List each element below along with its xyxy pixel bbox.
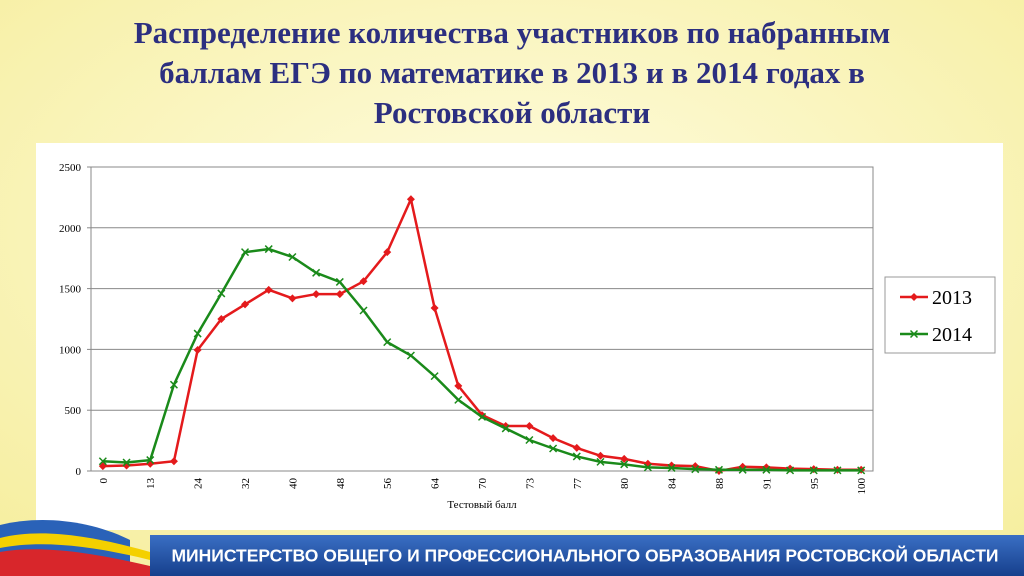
data-point [288, 252, 297, 262]
y-tick-label: 1500 [59, 284, 82, 296]
x-tick-label: 84 [667, 478, 679, 490]
data-point [620, 454, 629, 463]
x-tick-label: 88 [714, 478, 726, 490]
y-tick-label: 1000 [59, 344, 82, 356]
data-point [643, 463, 652, 472]
data-point [240, 248, 250, 257]
data-point [809, 466, 818, 475]
data-point [98, 457, 107, 466]
data-point [312, 268, 321, 277]
title-line: Распределение количества участников по н… [134, 15, 891, 50]
flag-yellow [0, 533, 150, 560]
data-point [714, 465, 724, 474]
data-point [406, 195, 415, 204]
x-tick-label: 0 [98, 478, 110, 484]
data-point [549, 444, 558, 453]
data-point [596, 451, 605, 460]
title-line: Ростовской области [374, 95, 651, 130]
data-point [454, 395, 463, 404]
data-point [549, 434, 558, 443]
x-tick-label: 70 [477, 478, 489, 490]
x-tick-label: 73 [524, 478, 536, 490]
data-point [312, 290, 321, 299]
data-point [667, 463, 676, 472]
data-point [477, 412, 487, 421]
data-point [454, 381, 463, 390]
x-tick-label: 40 [287, 478, 299, 490]
legend-marker [909, 329, 919, 339]
data-point [572, 443, 581, 452]
data-point [501, 424, 510, 433]
plot: 0 500 1000 1500 2000 2500 0 13 24 32 40 48 56 64 70 73 7… [59, 162, 873, 495]
data-point [525, 422, 534, 431]
data-point [525, 435, 534, 445]
data-point [335, 290, 344, 299]
flag-red [0, 549, 150, 576]
data-point [169, 380, 178, 389]
data-point [406, 351, 415, 360]
data-point [217, 289, 226, 298]
y-tick-label: 2500 [59, 162, 82, 174]
data-point [241, 300, 250, 309]
x-tick-label: 80 [619, 478, 631, 490]
plot-area [90, 166, 874, 472]
legend-label: 2013 [932, 287, 972, 309]
data-point [217, 315, 226, 323]
data-point [833, 466, 842, 475]
data-point [288, 294, 297, 303]
data-point [146, 456, 155, 465]
data-point [596, 457, 605, 466]
data-point [264, 245, 273, 254]
footer-text: МИНИСТЕРСТВО ОБЩЕГО И ПРОФЕССИОНАЛЬНОГО … [171, 545, 998, 566]
x-axis-label: Тестовый балл [447, 499, 517, 511]
x-tick-label: 95 [809, 478, 821, 490]
data-point [738, 465, 747, 474]
data-point [572, 452, 581, 461]
legend-marker [910, 293, 918, 301]
data-point [430, 372, 439, 381]
x-tick-label: 77 [572, 478, 584, 490]
y-tick-label: 2000 [59, 223, 82, 235]
y-tick-label: 500 [65, 405, 82, 417]
x-tick-label: 32 [240, 478, 252, 489]
data-point [786, 466, 795, 475]
x-tick-label: 13 [145, 478, 157, 490]
title: Распределение количества участников по н… [134, 15, 891, 130]
x-tick-label: 56 [382, 478, 394, 490]
x-tick-label: 100 [856, 478, 868, 495]
data-point [762, 465, 771, 474]
legend-label: 2014 [932, 324, 972, 346]
data-point [691, 465, 700, 474]
data-point [430, 304, 439, 313]
legend-items: 2013 2014 [900, 287, 972, 346]
data-point [359, 277, 368, 286]
x-tick-label: 24 [193, 478, 205, 490]
legend [884, 276, 996, 354]
title-line: баллам ЕГЭ по математике в 2013 и в 2014… [159, 55, 865, 90]
x-tick-label: 91 [761, 478, 773, 489]
data-point [169, 457, 178, 466]
data-point [383, 338, 392, 347]
data-point [620, 460, 629, 469]
data-point [264, 285, 273, 294]
x-tick-label: 48 [335, 478, 347, 490]
footer-band [150, 535, 1024, 576]
data-point [193, 329, 202, 338]
data-point [193, 346, 202, 355]
y-tick-label: 0 [76, 466, 82, 478]
data-point [383, 248, 392, 257]
data-point [359, 306, 368, 315]
data-point [335, 277, 344, 286]
x-tick-label: 64 [430, 478, 442, 490]
data-point [122, 458, 131, 467]
data-point [857, 466, 866, 475]
